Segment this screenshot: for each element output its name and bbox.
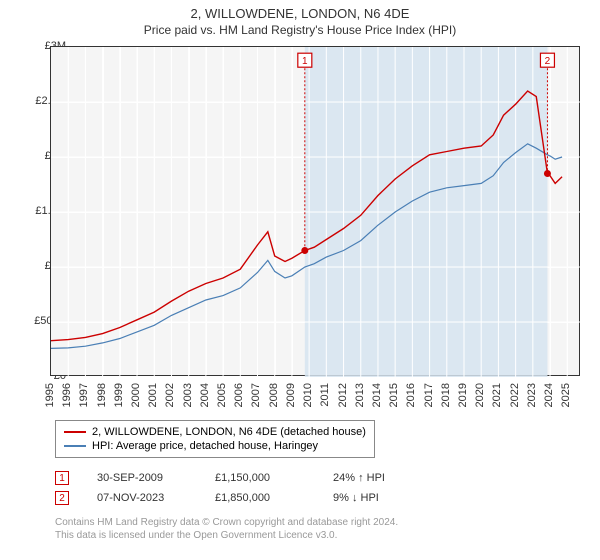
x-tick-label: 2016 [405, 383, 417, 407]
x-tick-label: 2021 [491, 383, 503, 407]
x-tick-label: 2007 [250, 383, 262, 407]
x-tick-label: 2025 [560, 383, 572, 407]
legend-swatch [64, 445, 86, 447]
event-marker-box: 1 [55, 471, 69, 485]
event-row: 1 30-SEP-2009 £1,150,000 24% ↑ HPI [55, 468, 413, 488]
footer-line: Contains HM Land Registry data © Crown c… [55, 516, 398, 529]
legend-label: 2, WILLOWDENE, LONDON, N6 4DE (detached … [92, 426, 366, 438]
event-hpi: 24% ↑ HPI [333, 472, 413, 484]
x-tick-label: 2018 [440, 383, 452, 407]
x-tick-label: 2000 [130, 383, 142, 407]
event-price: £1,150,000 [215, 472, 305, 484]
x-tick-label: 2010 [302, 383, 314, 407]
x-tick-label: 2005 [216, 383, 228, 407]
chart-subtitle: Price paid vs. HM Land Registry's House … [0, 21, 600, 41]
x-tick-label: 2017 [423, 383, 435, 407]
plot-area: 12 [50, 46, 580, 376]
x-tick-label: 1999 [113, 383, 125, 407]
x-tick-label: 2003 [182, 383, 194, 407]
x-tick-label: 2011 [319, 383, 331, 407]
x-tick-label: 2004 [199, 383, 211, 407]
x-tick-label: 2023 [526, 383, 538, 407]
x-tick-label: 2019 [457, 383, 469, 407]
x-tick-label: 2014 [371, 383, 383, 407]
legend-label: HPI: Average price, detached house, Hari… [92, 440, 318, 452]
x-tick-label: 1996 [61, 383, 73, 407]
x-tick-label: 2015 [388, 383, 400, 407]
legend-swatch [64, 431, 86, 433]
x-tick-label: 2008 [268, 383, 280, 407]
x-tick-label: 1995 [44, 383, 56, 407]
x-tick-label: 2012 [337, 383, 349, 407]
chart-container: 2, WILLOWDENE, LONDON, N6 4DE Price paid… [0, 0, 600, 560]
event-hpi: 9% ↓ HPI [333, 492, 413, 504]
legend-item: HPI: Average price, detached house, Hari… [64, 439, 366, 453]
x-tick-label: 2006 [233, 383, 245, 407]
plot-svg: 12 [51, 47, 579, 375]
legend-box: 2, WILLOWDENE, LONDON, N6 4DE (detached … [55, 420, 375, 458]
svg-text:2: 2 [545, 56, 551, 67]
x-tick-label: 2022 [509, 383, 521, 407]
chart-title: 2, WILLOWDENE, LONDON, N6 4DE [0, 0, 600, 21]
event-price: £1,850,000 [215, 492, 305, 504]
footer-attribution: Contains HM Land Registry data © Crown c… [55, 516, 398, 542]
event-date: 07-NOV-2023 [97, 492, 187, 504]
event-date: 30-SEP-2009 [97, 472, 187, 484]
x-tick-label: 2020 [474, 383, 486, 407]
footer-line: This data is licensed under the Open Gov… [55, 529, 398, 542]
events-table: 1 30-SEP-2009 £1,150,000 24% ↑ HPI 2 07-… [55, 468, 413, 508]
x-tick-label: 2009 [285, 383, 297, 407]
x-tick-label: 2002 [164, 383, 176, 407]
event-marker-box: 2 [55, 491, 69, 505]
event-row: 2 07-NOV-2023 £1,850,000 9% ↓ HPI [55, 488, 413, 508]
svg-text:1: 1 [302, 56, 308, 67]
x-tick-label: 2024 [543, 383, 555, 407]
x-tick-label: 2013 [354, 383, 366, 407]
x-tick-label: 1998 [96, 383, 108, 407]
legend-item: 2, WILLOWDENE, LONDON, N6 4DE (detached … [64, 425, 366, 439]
x-tick-label: 1997 [78, 383, 90, 407]
x-tick-label: 2001 [147, 383, 159, 407]
